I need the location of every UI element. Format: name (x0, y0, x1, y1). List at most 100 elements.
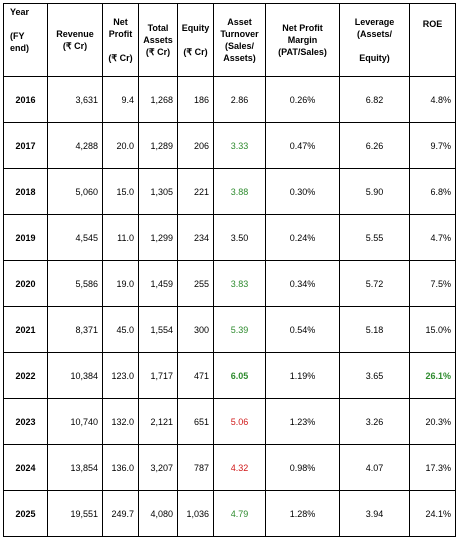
equity-cell: 255 (177, 260, 214, 307)
asset-turnover-cell: 2.86 (213, 76, 266, 123)
year-cell: 2021 (3, 306, 48, 353)
net-profit-cell: 19.0 (102, 260, 139, 307)
revenue-cell: 10,740 (47, 398, 103, 445)
revenue-cell: 3,631 (47, 76, 103, 123)
revenue-cell: 19,551 (47, 490, 103, 537)
header-net-profit: Net Profit (₹ Cr) (102, 3, 139, 77)
asset-turnover-cell: 5.06 (213, 398, 266, 445)
asset-turnover-cell: 3.83 (213, 260, 266, 307)
header-leverage: Leverage (Assets/ Equity) (339, 3, 410, 77)
revenue-cell: 4,545 (47, 214, 103, 261)
equity-cell: 471 (177, 352, 214, 399)
table-row: 2024 13,854 136.0 3,207 787 4.32 0.98% 4.07 17.3… (3, 444, 456, 491)
total-assets-cell: 1,299 (138, 214, 178, 261)
leverage-cell: 5.18 (339, 306, 410, 353)
total-assets-cell: 2,121 (138, 398, 178, 445)
net-profit-margin-cell: 1.23% (265, 398, 340, 445)
year-cell: 2017 (3, 122, 48, 169)
roe-cell: 4.7% (409, 214, 456, 261)
leverage-cell: 6.82 (339, 76, 410, 123)
asset-turnover-cell: 3.50 (213, 214, 266, 261)
leverage-cell: 6.26 (339, 122, 410, 169)
revenue-cell: 5,060 (47, 168, 103, 215)
header-total-assets: Total Assets (₹ Cr) (138, 3, 178, 77)
net-profit-cell: 11.0 (102, 214, 139, 261)
year-cell: 2023 (3, 398, 48, 445)
net-profit-margin-cell: 0.24% (265, 214, 340, 261)
leverage-cell: 5.55 (339, 214, 410, 261)
roe-cell: 26.1% (409, 352, 456, 399)
year-cell: 2022 (3, 352, 48, 399)
year-cell: 2025 (3, 490, 48, 537)
year-cell: 2016 (3, 76, 48, 123)
table-row: 2022 10,384 123.0 1,717 471 6.05 1.19% 3.65 26.1… (3, 352, 456, 399)
net-profit-cell: 132.0 (102, 398, 139, 445)
table-row: 2017 4,288 20.0 1,289 206 3.33 0.47% 6.26 9.7% (3, 122, 456, 169)
leverage-cell: 3.65 (339, 352, 410, 399)
asset-turnover-cell: 6.05 (213, 352, 266, 399)
roe-cell: 6.8% (409, 168, 456, 215)
equity-cell: 1,036 (177, 490, 214, 537)
asset-turnover-cell: 3.33 (213, 122, 266, 169)
revenue-cell: 4,288 (47, 122, 103, 169)
roe-cell: 7.5% (409, 260, 456, 307)
financial-ratios-table: Year (FY end) Revenue (₹ Cr) Net Profit … (3, 3, 456, 537)
header-equity: Equity (₹ Cr) (177, 3, 214, 77)
leverage-cell: 3.26 (339, 398, 410, 445)
revenue-cell: 5,586 (47, 260, 103, 307)
net-profit-cell: 136.0 (102, 444, 139, 491)
year-cell: 2024 (3, 444, 48, 491)
net-profit-margin-cell: 1.19% (265, 352, 340, 399)
asset-turnover-cell: 5.39 (213, 306, 266, 353)
net-profit-cell: 20.0 (102, 122, 139, 169)
net-profit-margin-cell: 0.98% (265, 444, 340, 491)
net-profit-cell: 9.4 (102, 76, 139, 123)
net-profit-cell: 45.0 (102, 306, 139, 353)
table-row: 2020 5,586 19.0 1,459 255 3.83 0.34% 5.72 7.5% (3, 260, 456, 307)
leverage-cell: 4.07 (339, 444, 410, 491)
header-revenue: Revenue (₹ Cr) (47, 3, 103, 77)
total-assets-cell: 4,080 (138, 490, 178, 537)
total-assets-cell: 1,305 (138, 168, 178, 215)
table-body: 2016 3,631 9.4 1,268 186 2.86 0.26% 6.82 4.8% 201… (3, 76, 456, 537)
total-assets-cell: 1,554 (138, 306, 178, 353)
year-cell: 2020 (3, 260, 48, 307)
revenue-cell: 10,384 (47, 352, 103, 399)
total-assets-cell: 1,268 (138, 76, 178, 123)
leverage-cell: 5.72 (339, 260, 410, 307)
roe-cell: 24.1% (409, 490, 456, 537)
asset-turnover-cell: 4.32 (213, 444, 266, 491)
equity-cell: 186 (177, 76, 214, 123)
net-profit-cell: 249.7 (102, 490, 139, 537)
total-assets-cell: 1,459 (138, 260, 178, 307)
roe-cell: 15.0% (409, 306, 456, 353)
equity-cell: 206 (177, 122, 214, 169)
roe-cell: 17.3% (409, 444, 456, 491)
equity-cell: 234 (177, 214, 214, 261)
net-profit-margin-cell: 0.30% (265, 168, 340, 215)
header-row: Year (FY end) Revenue (₹ Cr) Net Profit … (3, 3, 456, 77)
equity-cell: 300 (177, 306, 214, 353)
roe-cell: 20.3% (409, 398, 456, 445)
net-profit-margin-cell: 0.47% (265, 122, 340, 169)
equity-cell: 221 (177, 168, 214, 215)
roe-cell: 4.8% (409, 76, 456, 123)
header-roe: ROE (409, 3, 456, 77)
equity-cell: 787 (177, 444, 214, 491)
revenue-cell: 8,371 (47, 306, 103, 353)
header-year: Year (FY end) (3, 3, 48, 77)
asset-turnover-cell: 3.88 (213, 168, 266, 215)
net-profit-cell: 15.0 (102, 168, 139, 215)
leverage-cell: 3.94 (339, 490, 410, 537)
total-assets-cell: 1,289 (138, 122, 178, 169)
table-row: 2021 8,371 45.0 1,554 300 5.39 0.54% 5.18 15.0% (3, 306, 456, 353)
table-row: 2019 4,545 11.0 1,299 234 3.50 0.24% 5.55 4.7% (3, 214, 456, 261)
asset-turnover-cell: 4.79 (213, 490, 266, 537)
table-row: 2025 19,551 249.7 4,080 1,036 4.79 1.28% 3.94 24… (3, 490, 456, 537)
table-row: 2023 10,740 132.0 2,121 651 5.06 1.23% 3.26 20.3… (3, 398, 456, 445)
net-profit-margin-cell: 1.28% (265, 490, 340, 537)
roe-cell: 9.7% (409, 122, 456, 169)
net-profit-margin-cell: 0.54% (265, 306, 340, 353)
net-profit-cell: 123.0 (102, 352, 139, 399)
table-row: 2016 3,631 9.4 1,268 186 2.86 0.26% 6.82 4.8% (3, 76, 456, 123)
